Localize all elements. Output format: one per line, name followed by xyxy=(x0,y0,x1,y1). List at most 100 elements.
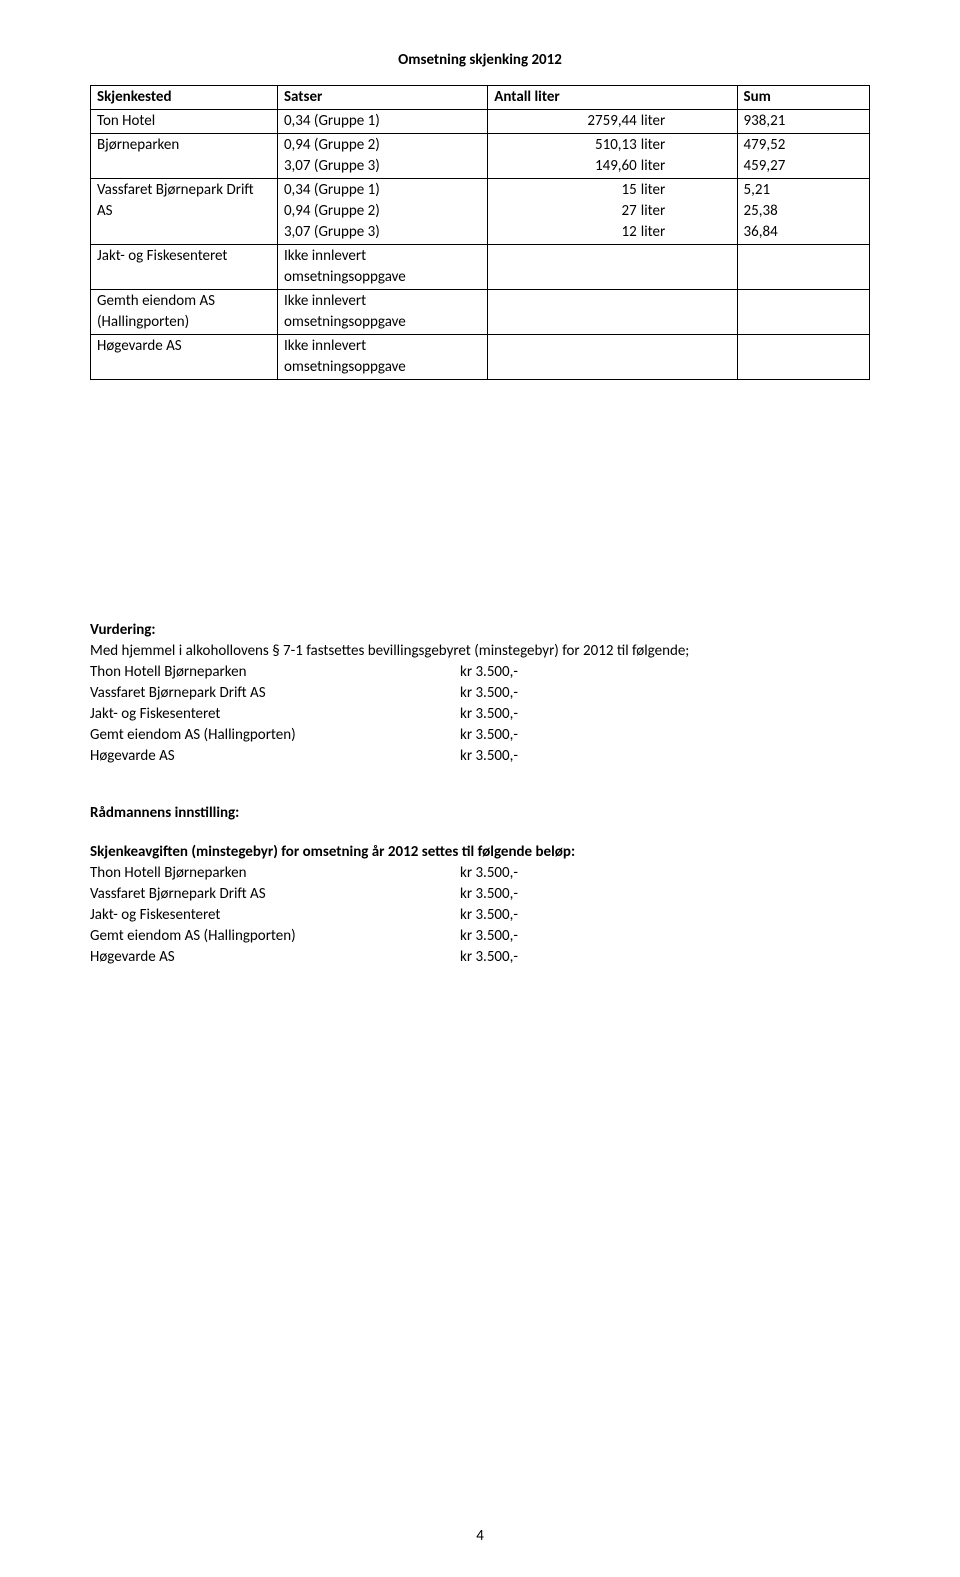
cell-satser: 0,94 (Gruppe 2)3,07 (Gruppe 3) xyxy=(277,134,487,179)
antall-value: 2759,44 xyxy=(494,111,640,132)
list-item: Vassfaret Bjørnepark Drift ASkr 3.500,- xyxy=(90,884,870,905)
antall-unit: liter xyxy=(641,111,731,132)
antall-value: 12 xyxy=(494,222,640,243)
antall-unit: liter xyxy=(641,180,731,201)
item-value: kr 3.500,- xyxy=(460,662,870,683)
item-name: Høgevarde AS xyxy=(90,746,460,767)
vurdering-intro: Med hjemmel i alkohollovens § 7-1 fastse… xyxy=(90,641,870,662)
cell-sum xyxy=(737,245,869,290)
omsetning-table: Skjenkested Satser Antall liter Sum Ton … xyxy=(90,85,870,380)
table-row: Bjørneparken0,94 (Gruppe 2)3,07 (Gruppe … xyxy=(91,134,870,179)
cell-antall: 510,13liter149,60liter xyxy=(488,134,737,179)
list-item: Thon Hotell Bjørneparkenkr 3.500,- xyxy=(90,863,870,884)
table-row: Vassfaret Bjørnepark Drift AS0,34 (Grupp… xyxy=(91,179,870,245)
cell-antall: 2759,44liter xyxy=(488,110,737,134)
item-name: Høgevarde AS xyxy=(90,947,460,968)
cell-satser: 0,34 (Gruppe 1) xyxy=(277,110,487,134)
antall-unit: liter xyxy=(641,222,731,243)
antall-line: 27liter xyxy=(494,201,730,222)
vurdering-section: Vurdering: Med hjemmel i alkohollovens §… xyxy=(90,620,870,767)
satser-line: omsetningsoppgave xyxy=(284,267,481,288)
cell-sum: 5,2125,3836,84 xyxy=(737,179,869,245)
antall-line: 2759,44liter xyxy=(494,111,730,132)
item-value: kr 3.500,- xyxy=(460,746,870,767)
satser-line: 0,34 (Gruppe 1) xyxy=(284,111,481,132)
innstilling-label: Rådmannens innstilling: xyxy=(90,803,870,824)
cell-skjenkested: Gemth eiendom AS (Hallingporten) xyxy=(91,290,278,335)
antall-value: 15 xyxy=(494,180,640,201)
cell-satser: Ikke innlevertomsetningsoppgave xyxy=(277,245,487,290)
cell-satser: Ikke innlevertomsetningsoppgave xyxy=(277,290,487,335)
document-page: Omsetning skjenking 2012 Skjenkested Sat… xyxy=(0,0,960,1577)
antall-unit: liter xyxy=(641,135,731,156)
cell-antall xyxy=(488,290,737,335)
satser-line: 3,07 (Gruppe 3) xyxy=(284,222,481,243)
item-value: kr 3.500,- xyxy=(460,863,870,884)
list-item: Vassfaret Bjørnepark Drift ASkr 3.500,- xyxy=(90,683,870,704)
item-value: kr 3.500,- xyxy=(460,884,870,905)
sum-line: 36,84 xyxy=(744,222,863,243)
list-item: Jakt- og Fiskesenteretkr 3.500,- xyxy=(90,704,870,725)
table-row: Gemth eiendom AS (Hallingporten)Ikke inn… xyxy=(91,290,870,335)
satser-line: 0,34 (Gruppe 1) xyxy=(284,180,481,201)
cell-antall: 15liter27liter12liter xyxy=(488,179,737,245)
list-item: Gemt eiendom AS (Hallingporten)kr 3.500,… xyxy=(90,926,870,947)
sum-line: 25,38 xyxy=(744,201,863,222)
list-item: Høgevarde ASkr 3.500,- xyxy=(90,746,870,767)
antall-value: 27 xyxy=(494,201,640,222)
cell-skjenkested: Ton Hotel xyxy=(91,110,278,134)
item-value: kr 3.500,- xyxy=(460,725,870,746)
cell-sum: 938,21 xyxy=(737,110,869,134)
item-value: kr 3.500,- xyxy=(460,683,870,704)
cell-antall xyxy=(488,335,737,380)
satser-line: 0,94 (Gruppe 2) xyxy=(284,135,481,156)
th-skjenkested: Skjenkested xyxy=(91,86,278,110)
list-item: Jakt- og Fiskesenteretkr 3.500,- xyxy=(90,905,870,926)
cell-antall xyxy=(488,245,737,290)
list-item: Høgevarde ASkr 3.500,- xyxy=(90,947,870,968)
item-name: Thon Hotell Bjørneparken xyxy=(90,863,460,884)
item-value: kr 3.500,- xyxy=(460,926,870,947)
cell-sum xyxy=(737,290,869,335)
item-value: kr 3.500,- xyxy=(460,947,870,968)
item-name: Gemt eiendom AS (Hallingporten) xyxy=(90,725,460,746)
table-header-row: Skjenkested Satser Antall liter Sum xyxy=(91,86,870,110)
antall-value: 510,13 xyxy=(494,135,640,156)
satser-line: Ikke innlevert xyxy=(284,336,481,357)
cell-skjenkested: Bjørneparken xyxy=(91,134,278,179)
cell-skjenkested: Vassfaret Bjørnepark Drift AS xyxy=(91,179,278,245)
table-row: Jakt- og FiskesenteretIkke innlevertomse… xyxy=(91,245,870,290)
sum-line: 479,52 xyxy=(744,135,863,156)
antall-line: 12liter xyxy=(494,222,730,243)
item-value: kr 3.500,- xyxy=(460,704,870,725)
cell-satser: 0,34 (Gruppe 1)0,94 (Gruppe 2)3,07 (Grup… xyxy=(277,179,487,245)
item-name: Jakt- og Fiskesenteret xyxy=(90,704,460,725)
item-name: Gemt eiendom AS (Hallingporten) xyxy=(90,926,460,947)
item-name: Vassfaret Bjørnepark Drift AS xyxy=(90,683,460,704)
cell-skjenkested: Jakt- og Fiskesenteret xyxy=(91,245,278,290)
innstilling-intro: Skjenkeavgiften (minstegebyr) for omsetn… xyxy=(90,842,870,863)
sum-line: 459,27 xyxy=(744,156,863,177)
antall-unit: liter xyxy=(641,156,731,177)
satser-line: omsetningsoppgave xyxy=(284,312,481,333)
list-item: Thon Hotell Bjørneparkenkr 3.500,- xyxy=(90,662,870,683)
item-name: Jakt- og Fiskesenteret xyxy=(90,905,460,926)
table-row: Høgevarde ASIkke innlevertomsetningsoppg… xyxy=(91,335,870,380)
antall-unit: liter xyxy=(641,201,731,222)
item-name: Thon Hotell Bjørneparken xyxy=(90,662,460,683)
antall-value: 149,60 xyxy=(494,156,640,177)
table-row: Ton Hotel 0,34 (Gruppe 1) 2759,44liter 938,… xyxy=(91,110,870,134)
th-sum: Sum xyxy=(737,86,869,110)
page-number: 4 xyxy=(0,1526,960,1547)
satser-line: omsetningsoppgave xyxy=(284,357,481,378)
vurdering-label: Vurdering: xyxy=(90,620,870,641)
innstilling-section: Rådmannens innstilling: Skjenkeavgiften … xyxy=(90,803,870,968)
satser-line: 3,07 (Gruppe 3) xyxy=(284,156,481,177)
sum-line: 938,21 xyxy=(744,111,863,132)
antall-line: 149,60liter xyxy=(494,156,730,177)
page-title: Omsetning skjenking 2012 xyxy=(90,50,870,71)
antall-line: 510,13liter xyxy=(494,135,730,156)
sum-line: 5,21 xyxy=(744,180,863,201)
satser-line: 0,94 (Gruppe 2) xyxy=(284,201,481,222)
antall-line: 15liter xyxy=(494,180,730,201)
